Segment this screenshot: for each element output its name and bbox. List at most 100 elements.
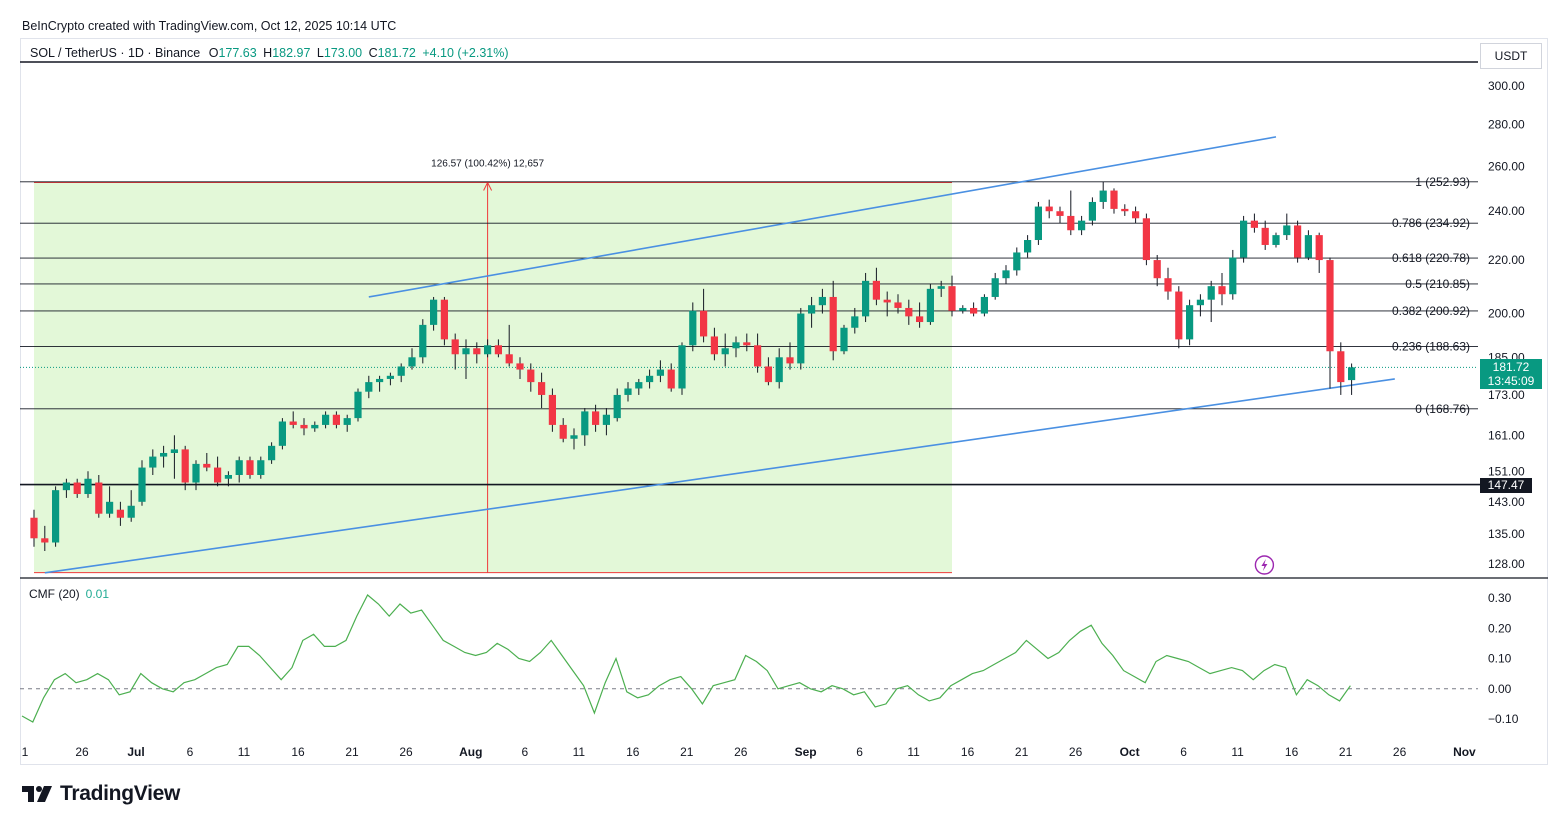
symbol-name: SOL / TetherUS · 1D · Binance <box>30 46 201 60</box>
candle-down-body <box>1153 260 1161 279</box>
currency-button[interactable]: USDT <box>1480 43 1542 69</box>
price-level-layer: 1 (252.93) 0.786 (234.92) 0.618 (220.78) 0.… <box>20 61 1548 579</box>
time-axis-tick: 16 <box>291 745 305 759</box>
candle-down-body <box>1315 235 1323 261</box>
candle-up-body <box>1088 201 1096 221</box>
candle-down-body <box>1261 227 1269 245</box>
candle-down-body <box>1175 291 1183 340</box>
last-price-label: 181.72 13:45:09 <box>1480 359 1542 390</box>
candle-down-body <box>1132 211 1140 219</box>
candle-down-body <box>743 342 751 346</box>
price-axis-tick: 135.00 <box>1488 527 1525 541</box>
time-axis-tick: 11 <box>1231 745 1244 759</box>
candle-down-body <box>203 463 211 468</box>
candle-down-body <box>948 286 956 311</box>
last-price-value: 181.72 <box>1492 360 1530 375</box>
candle-up-body <box>818 296 826 306</box>
time-axis-tick: Aug <box>459 745 482 759</box>
time-axis-tick: Sep <box>795 745 817 759</box>
change-value: +4.10 (+2.31%) <box>422 46 509 60</box>
price-axis-tick: 143.00 <box>1488 495 1525 509</box>
cmf-axis-tick: 0.30 <box>1488 591 1512 605</box>
cmf-legend[interactable]: CMF (20) 0.01 <box>29 587 109 601</box>
candle-up-body <box>1196 299 1204 306</box>
cmf-axis-tick: 0.10 <box>1488 652 1512 666</box>
candle-up-body <box>602 414 610 425</box>
candle-down-body <box>905 307 913 317</box>
candle-down-body <box>894 302 902 308</box>
tradingview-logo[interactable]: TradingView <box>22 782 180 806</box>
candle-up-body <box>484 345 492 355</box>
tradingview-logo-icon <box>22 786 52 802</box>
candle-up-body <box>1186 305 1194 340</box>
fib-level-label: 0.236 (188.63) <box>1392 339 1470 353</box>
candle-up-body <box>678 345 686 389</box>
candle-up-body <box>646 375 654 383</box>
candle-up-body <box>624 388 632 395</box>
channel-upper-line <box>368 136 1277 298</box>
fib-level-label: 0 (168.76) <box>1415 402 1470 416</box>
candle-up-body <box>613 394 621 419</box>
candle-up-body <box>138 467 146 502</box>
tradingview-brand: TradingView <box>60 782 181 805</box>
symbol-legend[interactable]: SOL / TetherUS · 1D · Binance O177.63 H1… <box>30 46 509 60</box>
candle-up-body <box>721 348 729 355</box>
candle-down-body <box>754 345 762 367</box>
candle-up-body <box>149 456 157 468</box>
fib-level-label: 0.786 (234.92) <box>1392 216 1470 230</box>
candle-up-body <box>386 375 394 379</box>
time-axis-tick: Oct <box>1120 745 1140 759</box>
candle-up-body <box>851 316 859 328</box>
candle-down-body <box>1337 351 1345 383</box>
candle-down-body <box>1045 206 1053 212</box>
time-axis-layer: 1 26 Jul 6 11 16 21 26 Aug 6 11 16 21 26 Sep 6 11 16 21 26 O… <box>22 745 1476 759</box>
candle-up-body <box>354 391 362 419</box>
time-axis-tick: 21 <box>1339 745 1353 759</box>
time-axis-tick: 11 <box>573 745 586 759</box>
candle-up-body <box>862 280 870 317</box>
price-axis-tick: 161.00 <box>1488 428 1525 442</box>
candle-down-body <box>30 517 38 539</box>
candle-down-body <box>440 299 448 340</box>
candle-up-body <box>1207 286 1215 300</box>
time-axis-tick: 11 <box>238 745 251 759</box>
fib-level-label: 0.382 (200.92) <box>1392 304 1470 318</box>
candle-down-body <box>710 336 718 355</box>
candle-down-body <box>667 369 675 389</box>
candle-up-body <box>257 460 265 475</box>
candle-up-body <box>365 382 373 392</box>
cmf-title: CMF (20) <box>29 587 80 601</box>
candle-up-body <box>127 505 135 518</box>
high-label: H <box>263 46 273 60</box>
time-axis-tick: 16 <box>961 745 975 759</box>
price-axis-tick: 128.00 <box>1488 557 1525 571</box>
fib-level-label: 0.618 (220.78) <box>1392 251 1470 265</box>
candle-up-body <box>62 482 70 491</box>
candle-down-body <box>181 449 189 483</box>
time-axis-tick: 11 <box>907 745 920 759</box>
candle-down-body <box>559 424 567 439</box>
candle-up-body <box>570 435 578 439</box>
candle-up-body <box>430 299 438 325</box>
candle-up-body <box>1283 225 1291 236</box>
open-value: 177.63 <box>218 46 257 60</box>
candle-down-body <box>970 307 978 314</box>
time-axis-tick: 6 <box>521 745 528 759</box>
candle-down-body <box>516 363 524 370</box>
candle-down-body <box>1067 215 1075 231</box>
candle-up-body <box>797 313 805 364</box>
candle-up-body <box>1272 235 1280 245</box>
candle-up-body <box>732 342 740 349</box>
time-axis-tick: 26 <box>75 745 89 759</box>
candle-up-body <box>926 288 934 323</box>
high-value: 182.97 <box>272 46 311 60</box>
time-axis-tick: 1 <box>22 745 29 759</box>
candle-down-body <box>473 348 481 355</box>
price-axis-layer: 300.00280.00260.00240.00220.00200.00185.… <box>1254 79 1525 575</box>
candle-down-body <box>1164 278 1172 292</box>
price-axis-tick: 280.00 <box>1488 118 1525 132</box>
candle-down-body <box>1121 208 1129 212</box>
lightning-icon <box>1254 555 1275 575</box>
candle-down-body <box>1218 286 1226 295</box>
